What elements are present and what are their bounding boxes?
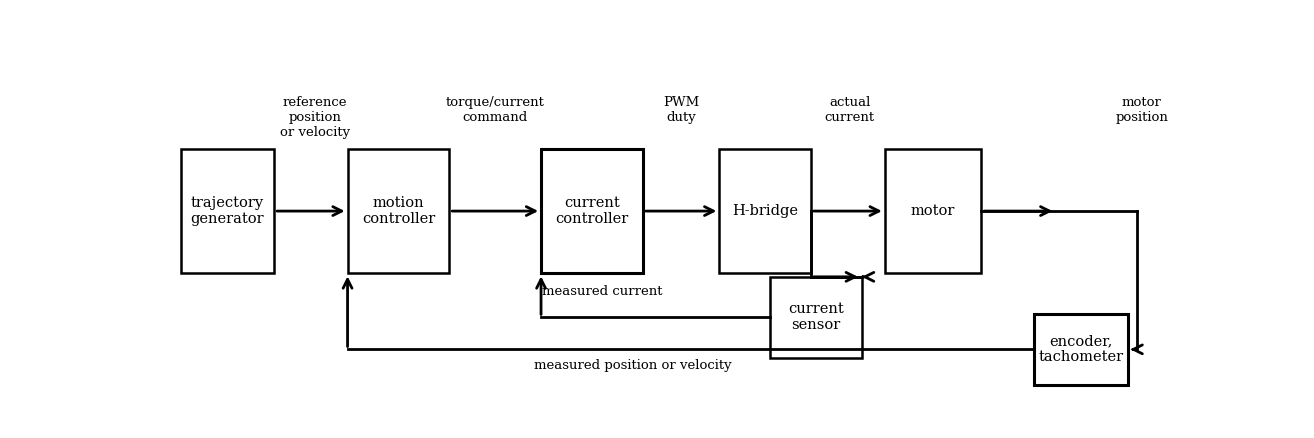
Text: torque/current
command: torque/current command — [445, 96, 544, 124]
FancyBboxPatch shape — [347, 148, 449, 273]
FancyBboxPatch shape — [719, 148, 811, 273]
Text: PWM
duty: PWM duty — [664, 96, 699, 124]
Text: current
sensor: current sensor — [788, 302, 844, 332]
Text: reference
position
or velocity: reference position or velocity — [280, 96, 350, 139]
Text: motion
controller: motion controller — [361, 196, 435, 226]
Text: encoder,
tachometer: encoder, tachometer — [1038, 334, 1123, 364]
FancyBboxPatch shape — [180, 148, 275, 273]
Text: measured position or velocity: measured position or velocity — [533, 360, 732, 372]
Text: H-bridge: H-bridge — [732, 204, 798, 218]
Text: trajectory
generator: trajectory generator — [191, 196, 264, 226]
FancyBboxPatch shape — [541, 148, 643, 273]
Text: motor: motor — [911, 204, 955, 218]
Text: current
controller: current controller — [556, 196, 628, 226]
FancyBboxPatch shape — [770, 277, 862, 358]
FancyBboxPatch shape — [1034, 314, 1127, 385]
Text: motor
position: motor position — [1116, 96, 1168, 124]
Text: measured current: measured current — [541, 285, 662, 298]
Text: actual
current: actual current — [825, 96, 875, 124]
FancyBboxPatch shape — [884, 148, 982, 273]
